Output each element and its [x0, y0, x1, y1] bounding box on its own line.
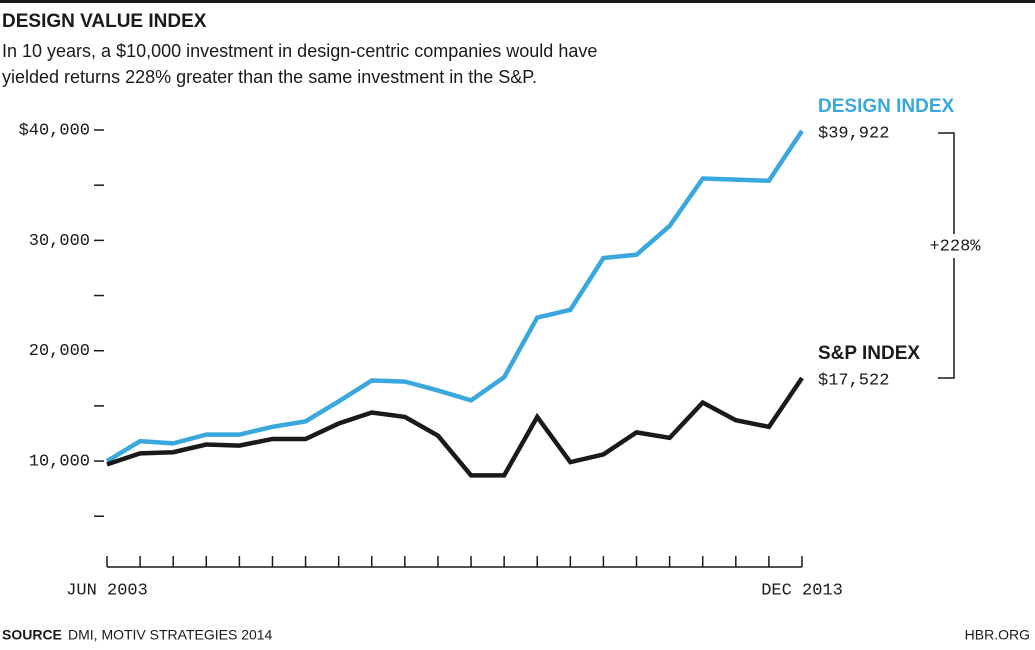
- x-tick-label: JUN 2003: [66, 581, 148, 600]
- legend-label: S&P INDEX: [818, 343, 920, 364]
- line-series: [105, 129, 804, 463]
- annotation: +228%: [929, 237, 981, 256]
- bracket-gap: [915, 234, 995, 258]
- y-tick-label: 30,000: [29, 232, 90, 251]
- y-tick-label: 10,000: [29, 453, 90, 472]
- top-rule: [0, 0, 1035, 3]
- source: DMI, MOTIV STRATEGIES 2014: [68, 627, 273, 643]
- line-series: [106, 376, 804, 478]
- value-label: $39,922: [818, 124, 889, 143]
- chart-title: DESIGN VALUE INDEX: [2, 11, 207, 32]
- credit: HBR.ORG: [965, 627, 1030, 643]
- y-tick-label: $40,000: [19, 121, 90, 140]
- legend-label: DESIGN INDEX: [818, 96, 955, 117]
- subtitle: yielded returns 228% greater than the sa…: [2, 67, 537, 87]
- source-label: SOURCE: [2, 627, 62, 643]
- y-tick-label: 20,000: [29, 342, 90, 361]
- subtitle: In 10 years, a $10,000 investment in des…: [2, 41, 597, 61]
- x-tick-label: DEC 2013: [761, 581, 843, 600]
- value-label: $17,522: [818, 372, 889, 391]
